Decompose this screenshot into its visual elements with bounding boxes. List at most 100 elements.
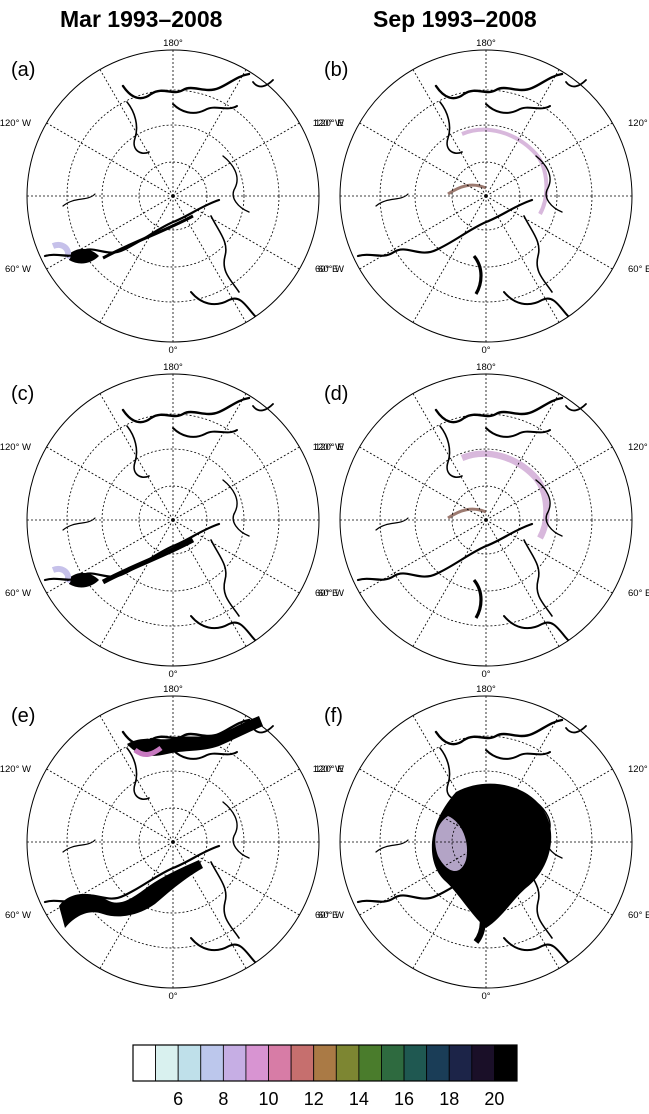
coastline	[172, 427, 238, 438]
colorbar-swatch	[132, 1044, 156, 1082]
coastline	[222, 155, 250, 213]
coastline	[43, 522, 221, 582]
thick-ice-region	[431, 783, 552, 928]
sea-ice-field	[59, 716, 263, 928]
lon-label-60w: 60° W	[5, 264, 31, 275]
thick-ice-region-pacific	[127, 716, 263, 756]
lon-label-60e: 60° E	[628, 588, 649, 599]
meridian-line	[412, 519, 487, 647]
coastline	[126, 425, 150, 478]
lon-label-0: 0°	[481, 991, 490, 1002]
coastline	[252, 403, 274, 412]
coastline	[126, 101, 150, 154]
meridian-line	[485, 446, 613, 521]
meridian-line	[485, 715, 560, 843]
meridian-line	[485, 195, 613, 270]
coastline	[121, 72, 251, 100]
meridian-line	[99, 393, 174, 521]
ice-edge-brown	[447, 507, 487, 520]
lon-label-120e: 120° E	[628, 442, 649, 453]
meridian-line	[485, 195, 560, 323]
coastline	[535, 801, 563, 859]
colorbar-tick-label: 14	[349, 1089, 369, 1109]
coastline	[503, 937, 569, 963]
coastline	[190, 615, 256, 641]
lon-label-60e: 60° E	[315, 264, 338, 275]
meridian-line	[485, 393, 560, 521]
graticule	[340, 374, 632, 666]
colorbar-swatch	[381, 1044, 405, 1082]
coastline	[210, 861, 240, 939]
latitude-circle	[414, 124, 558, 268]
map-panel-c: 180° 0° 120° W 120° E 60° W 60° E (c)	[0, 362, 344, 680]
meridian-line	[172, 195, 300, 270]
coastline	[210, 215, 240, 293]
lon-label-60e: 60° E	[628, 910, 649, 921]
lon-label-60e: 60° E	[315, 588, 338, 599]
panel-label: (e)	[11, 705, 35, 727]
colorbar-tick-label: 12	[304, 1089, 324, 1109]
coastline	[523, 215, 553, 293]
meridian-line	[412, 393, 487, 521]
coastline	[434, 72, 564, 100]
polar-map: 180°0°120° W 120° E60° W 60° E(e)	[0, 684, 344, 1002]
coastline	[439, 101, 463, 154]
meridian-line	[412, 195, 487, 323]
colorbar: 6 8 10 12 14 16 18 20	[130, 1043, 520, 1109]
map-panel-a: 180° 0° 120° W 120° E 60° W 60° E (a)	[0, 38, 344, 356]
coastline	[356, 844, 534, 904]
colorbar-swatch	[313, 1044, 337, 1082]
sea-ice-field	[431, 783, 552, 944]
colorbar-swatch	[471, 1044, 495, 1082]
thick-ice-region	[59, 860, 203, 928]
latitude-circle	[414, 448, 558, 592]
colorbar-swatch	[494, 1044, 518, 1082]
graticule	[27, 374, 319, 666]
coastline	[535, 155, 563, 213]
coastlines	[356, 718, 587, 963]
lon-label-120e: 120° E	[315, 442, 344, 453]
lon-label-60w: 60° W	[318, 910, 344, 921]
colorbar-swatch	[358, 1044, 382, 1082]
meridian-line	[99, 519, 174, 647]
coastline	[565, 79, 587, 88]
meridian-line	[172, 841, 247, 969]
meridian-line	[46, 519, 174, 594]
meridian-line	[172, 768, 300, 843]
colorbar-svg: 6 8 10 12 14 16 18 20	[132, 1044, 518, 1109]
lon-label-120w: 120° W	[0, 442, 31, 453]
meridian-line	[485, 841, 613, 916]
lon-label-180: 180°	[476, 684, 496, 695]
lon-label-180: 180°	[163, 684, 183, 695]
lon-label-60w: 60° W	[318, 588, 344, 599]
thick-ice-patch	[69, 572, 99, 588]
lon-label-120w: 120° W	[0, 764, 31, 775]
column-title-march: Mar 1993–2008	[60, 6, 223, 32]
meridian-line	[485, 519, 613, 594]
meridian-line	[172, 841, 300, 916]
colorbar-swatch	[222, 1044, 247, 1082]
coastline	[210, 539, 240, 617]
meridian-line	[46, 841, 174, 916]
coastline	[121, 718, 251, 746]
meridian-line	[359, 446, 487, 521]
coastline	[222, 801, 250, 859]
coastline	[485, 749, 551, 760]
coastline	[190, 291, 256, 317]
meridian-line	[99, 841, 174, 969]
graticule	[27, 696, 319, 988]
lon-label-0: 0°	[168, 669, 177, 680]
lon-label-120w: 120° W	[313, 764, 344, 775]
lon-label-180: 180°	[163, 38, 183, 49]
meridian-line	[172, 69, 247, 197]
latitude-circle	[101, 124, 245, 268]
lon-label-120w: 120° W	[0, 118, 31, 129]
coastlines	[43, 396, 274, 641]
coastline	[434, 718, 564, 746]
meridian-line	[359, 841, 487, 916]
column-title-september: Sep 1993–2008	[373, 6, 537, 32]
latitude-circle	[414, 770, 558, 914]
coastline	[190, 937, 256, 963]
coastline	[252, 725, 274, 734]
